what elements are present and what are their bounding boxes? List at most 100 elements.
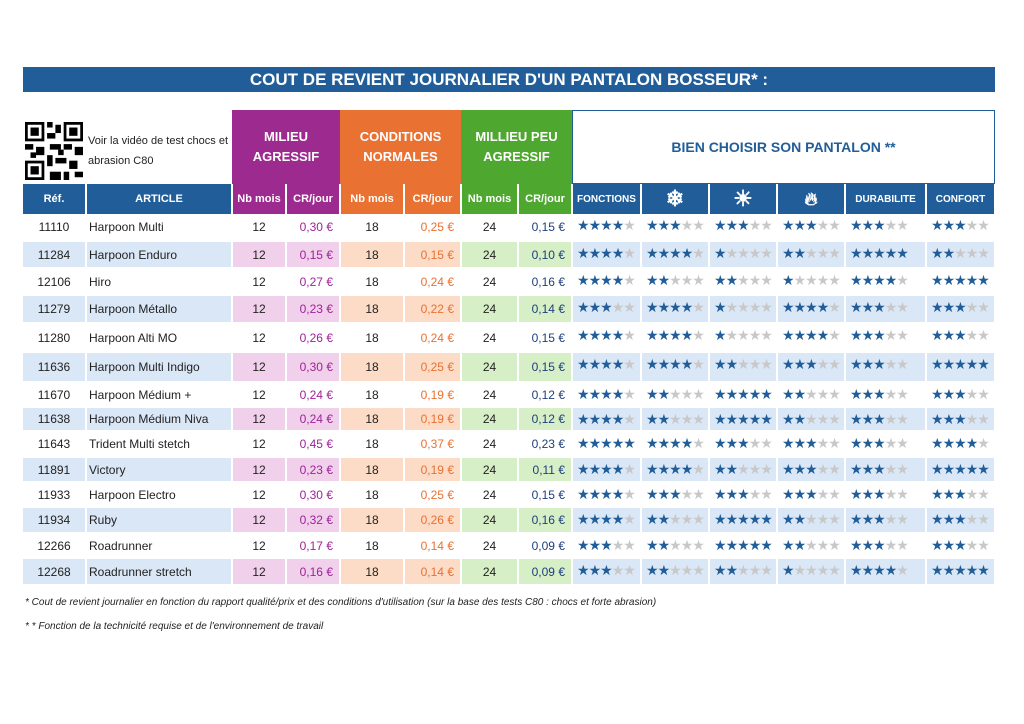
star-icon: ★ [954,245,967,261]
nb-aggressive: 12 [232,323,287,353]
star-icon: ★ [793,272,807,288]
star-icon: ★ [977,411,990,427]
star-icon: ★ [577,562,590,578]
star-icon: ★ [793,386,807,402]
rating-fonctions: ★★★★★ [572,558,642,586]
header-durabilite: DURABILITE [845,184,927,214]
star-icon: ★ [623,486,636,502]
nb-low: 24 [461,482,519,508]
star-icon: ★ [896,486,909,502]
cr-normal: 0,19 € [404,382,462,408]
star-icon: ★ [725,486,739,502]
star-icon: ★ [748,562,762,578]
star-icon: ★ [760,411,773,427]
rating-fonctions: ★★★★★ [572,323,642,353]
star-icon: ★ [669,435,682,451]
qr-code[interactable] [25,122,83,180]
nb-aggressive: 12 [232,558,287,586]
star-icon: ★ [965,327,979,343]
cr-aggressive: 0,23 € [286,295,341,324]
star-icon: ★ [793,245,807,261]
star-icon: ★ [942,327,956,343]
star-icon: ★ [884,386,898,402]
article-cell: Harpoon Alti MO [86,323,233,353]
cr-low: 0,15 € [518,482,573,508]
star-icon: ★ [884,272,898,288]
star-icon: ★ [896,435,909,451]
nb-aggressive: 12 [232,457,287,483]
star-icon: ★ [816,356,830,372]
star-icon: ★ [931,386,944,402]
cr-normal: 0,22 € [404,295,462,324]
nb-normal: 18 [340,507,405,534]
star-icon: ★ [896,537,909,553]
article-cell: Hiro [86,268,233,296]
star-icon: ★ [931,537,944,553]
table-row: 11279 Harpoon Métallo 12 0,23 €18 0,22 €24 0,… [23,295,996,324]
star-icon: ★ [896,411,909,427]
article-cell: Harpoon Multi Indigo [86,352,233,383]
star-icon: ★ [873,435,886,451]
star-icon: ★ [623,327,636,343]
star-icon: ★ [680,245,694,261]
star-icon: ★ [931,356,944,372]
star-icon: ★ [600,435,613,451]
header-nb-low: Nb mois [461,184,519,214]
cr-low: 0,16 € [518,507,573,534]
star-icon: ★ [977,327,990,343]
ref-cell: 11891 [23,457,87,483]
star-icon: ★ [816,411,830,427]
star-icon: ★ [577,435,590,451]
star-icon: ★ [737,562,750,578]
star-icon: ★ [828,461,841,477]
star-icon: ★ [714,537,727,553]
star-icon: ★ [828,537,841,553]
video-link-text[interactable]: Voir la vidéo de test chocs et abrasion … [88,135,229,167]
cr-low: 0,10 € [518,241,573,269]
star-icon: ★ [816,461,830,477]
star-icon: ★ [646,272,659,288]
nb-aggressive: 12 [232,533,287,559]
star-icon: ★ [861,411,875,427]
rating-heat: ★★★★★ [709,457,778,483]
star-icon: ★ [577,511,590,527]
star-icon: ★ [611,245,625,261]
rating-confort: ★★★★★ [926,352,996,383]
star-icon: ★ [657,411,671,427]
star-icon: ★ [748,435,762,451]
rating-fire: ★★★★★ [777,533,846,559]
star-icon: ★ [760,356,773,372]
cr-low: 0,16 € [518,268,573,296]
cr-low: 0,09 € [518,558,573,586]
group-low: MILLIEU PEU AGRESSIF [461,110,572,184]
rating-cold: ★★★★★ [641,295,710,324]
star-icon: ★ [748,486,762,502]
star-icon: ★ [760,327,773,343]
star-icon: ★ [600,327,613,343]
page-title: COUT DE REVIENT JOURNALIER D'UN PANTALON… [23,67,995,92]
header-ref: Réf. [23,184,87,214]
article-cell: Roadrunner stretch [86,558,233,586]
star-icon: ★ [884,461,898,477]
star-icon: ★ [748,386,762,402]
star-icon: ★ [611,562,625,578]
star-icon: ★ [884,411,898,427]
star-icon: ★ [577,327,590,343]
nb-aggressive: 12 [232,482,287,508]
rating-durabilite: ★★★★★ [845,323,927,353]
star-icon: ★ [805,245,818,261]
star-icon: ★ [725,217,739,233]
table-row: 11638 Harpoon Médium Niva 12 0,24 €18 0,19 €… [23,407,996,432]
article-cell: Harpoon Enduro [86,241,233,269]
star-icon: ★ [725,386,739,402]
star-icon: ★ [828,435,841,451]
rating-fire: ★★★★★ [777,295,846,324]
cr-aggressive: 0,15 € [286,241,341,269]
star-icon: ★ [828,486,841,502]
star-icon: ★ [588,217,602,233]
star-icon: ★ [977,356,990,372]
rating-fonctions: ★★★★★ [572,407,642,432]
star-icon: ★ [977,386,990,402]
star-icon: ★ [896,511,909,527]
star-icon: ★ [588,299,602,315]
